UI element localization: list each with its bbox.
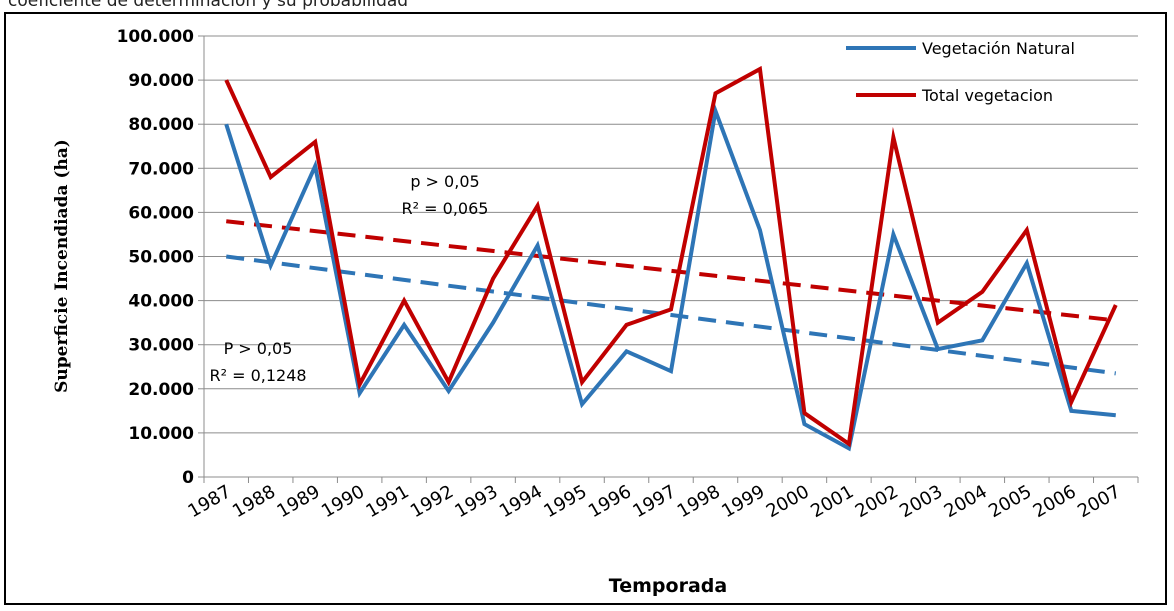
- figure-caption: coeficiente de determinación y su probab…: [8, 0, 409, 11]
- x-tick-label-2003: 2003: [896, 481, 946, 522]
- chart-frame: [4, 12, 1167, 605]
- y-axis-title: Superficie Incendiada (ha): [52, 139, 72, 393]
- blue-trend-r2-annotation: R² = 0,1248: [209, 366, 306, 385]
- x-tick-label-1997: 1997: [629, 481, 679, 522]
- x-tick-label-2007: 2007: [1074, 481, 1124, 522]
- y-tick-label: 50.000: [128, 248, 194, 268]
- x-tick-label-1994: 1994: [496, 481, 546, 522]
- red-trend-p-annotation: p > 0,05: [410, 172, 479, 191]
- y-tick-label: 70.000: [128, 159, 194, 179]
- x-tick-label-1993: 1993: [451, 481, 501, 522]
- x-tick-label-2000: 2000: [763, 481, 813, 522]
- x-tick-label-2005: 2005: [985, 481, 1035, 522]
- x-tick-label-1990: 1990: [318, 481, 368, 522]
- trendline-vegetacion-natural: [225, 254, 1117, 376]
- y-tick-label: 10.000: [128, 424, 194, 444]
- x-tick-label-2004: 2004: [941, 481, 991, 522]
- y-tick-label: 40.000: [128, 292, 194, 312]
- red-trend-r2-annotation: R² = 0,065: [402, 199, 489, 218]
- x-tick-label-2001: 2001: [807, 481, 857, 522]
- x-tick-label-1999: 1999: [718, 481, 768, 522]
- x-tick-label-1996: 1996: [585, 481, 635, 522]
- y-tick-label: 20.000: [128, 380, 194, 400]
- x-tick-label-2006: 2006: [1030, 481, 1080, 522]
- x-tick-label-1992: 1992: [407, 481, 457, 522]
- x-tick-label-1998: 1998: [674, 481, 724, 522]
- y-tick-label: 90.000: [128, 71, 194, 91]
- blue-trend-p-annotation: P > 0,05: [224, 339, 293, 358]
- y-tick-label: 80.000: [128, 115, 194, 135]
- legend-label-vegetacion-natural: Vegetación Natural: [922, 39, 1075, 58]
- x-axis-title: Temporada: [609, 575, 727, 597]
- legend-label-total-vegetacion: Total vegetacion: [921, 86, 1053, 105]
- y-tick-label: 30.000: [128, 336, 194, 356]
- x-tick-label-1989: 1989: [274, 481, 324, 522]
- y-tick-label: 100.000: [117, 27, 195, 47]
- x-tick-label-2002: 2002: [852, 481, 902, 522]
- x-tick-label-1991: 1991: [362, 481, 412, 522]
- x-tick-label-1995: 1995: [540, 481, 590, 522]
- y-tick-label: 0: [182, 468, 194, 488]
- series-line-vegetacion-natural: [224, 103, 1116, 452]
- legend: Vegetación Natural Total vegetacion: [846, 39, 1075, 105]
- x-tick-label-1988: 1988: [229, 481, 279, 522]
- y-tick-label: 60.000: [128, 203, 194, 223]
